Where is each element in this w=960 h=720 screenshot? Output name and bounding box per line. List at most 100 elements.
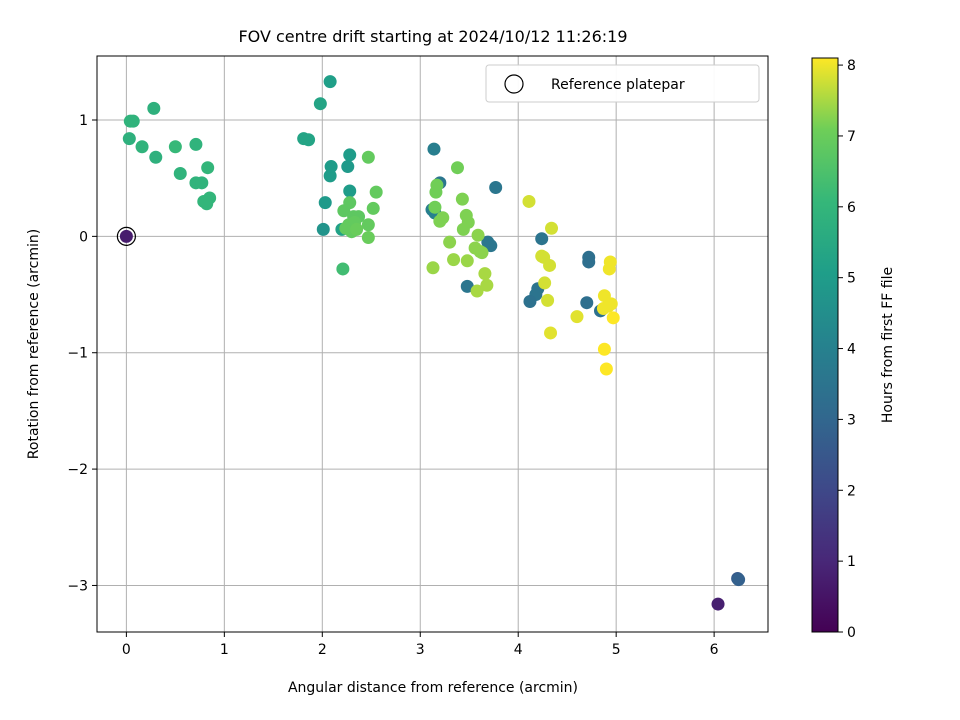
data-point [361, 218, 375, 232]
data-point [313, 97, 327, 111]
data-point [443, 235, 457, 249]
colorbar-tick-label: 7 [847, 129, 856, 145]
data-point [427, 142, 441, 156]
data-point [341, 160, 355, 174]
x-tick-label: 4 [514, 642, 523, 658]
data-point [361, 231, 375, 245]
data-point [337, 204, 351, 218]
colorbar-tick-label: 2 [847, 483, 856, 499]
data-point [480, 278, 494, 292]
colorbar-gradient [811, 57, 839, 633]
colorbar-label: Hours from first FF file [880, 267, 896, 423]
x-tick-label: 0 [122, 642, 131, 658]
colorbar: 0 1 2 3 4 5 6 7 8 Hours from first FF file [811, 57, 896, 641]
colorbar-tick-label: 4 [847, 342, 856, 358]
data-point [197, 194, 211, 208]
y-tick-label: −2 [67, 462, 88, 478]
data-point [147, 101, 161, 115]
data-point [580, 296, 594, 310]
data-point [599, 362, 613, 376]
y-tick-label: 1 [79, 113, 88, 129]
data-point [604, 297, 618, 311]
legend-box [485, 64, 760, 103]
data-point [711, 597, 725, 611]
data-point [535, 232, 549, 246]
data-point [602, 262, 616, 276]
y-tick-label: −3 [67, 578, 88, 594]
data-point [195, 176, 209, 190]
chart-title: FOV centre drift starting at 2024/10/12 … [238, 27, 627, 46]
legend: Reference platepar [485, 64, 760, 103]
data-point [126, 114, 140, 128]
data-point [361, 150, 375, 164]
data-point [149, 150, 163, 164]
data-point [470, 284, 484, 298]
y-axis-label: Rotation from reference (arcmin) [26, 229, 42, 459]
data-point [456, 222, 470, 236]
data-point [471, 228, 485, 242]
data-points [116, 75, 746, 611]
data-point [173, 167, 187, 181]
colorbar-tick-label: 0 [847, 625, 856, 641]
data-point [597, 342, 611, 356]
colorbar-tick-label: 6 [847, 200, 856, 216]
grid-lines [97, 56, 768, 632]
plot-frame [96, 55, 769, 633]
colorbar-ticks: 0 1 2 3 4 5 6 7 8 [838, 58, 856, 641]
x-tick-label: 5 [612, 642, 621, 658]
x-tick-label: 3 [416, 642, 425, 658]
data-point [523, 295, 537, 309]
data-point [522, 194, 536, 208]
data-point [606, 311, 620, 325]
x-axis-label: Angular distance from reference (arcmin) [288, 680, 578, 696]
legend-label: Reference platepar [551, 77, 685, 93]
x-tick-label: 1 [220, 642, 229, 658]
data-point [489, 180, 503, 194]
data-point [324, 160, 338, 174]
data-point [135, 140, 149, 154]
colorbar-tick-label: 1 [847, 554, 856, 570]
data-point [350, 222, 364, 236]
data-point [201, 161, 215, 175]
data-point [369, 185, 383, 199]
data-point [484, 239, 498, 253]
data-point [545, 221, 559, 235]
data-point [460, 254, 474, 268]
colorbar-tick-label: 8 [847, 58, 856, 74]
data-point [544, 326, 558, 340]
data-point [543, 258, 557, 272]
data-point [428, 200, 442, 214]
y-tick-label: 0 [79, 229, 88, 245]
data-point [455, 192, 469, 206]
legend-marker-ring [504, 74, 524, 94]
data-point [302, 133, 316, 147]
data-point [450, 161, 464, 175]
data-point [732, 573, 746, 587]
data-point [429, 185, 443, 199]
data-point [316, 222, 330, 236]
data-point [570, 310, 584, 324]
data-point [436, 211, 450, 225]
data-point [323, 75, 337, 89]
colorbar-tick-label: 5 [847, 271, 856, 287]
data-point [343, 184, 357, 198]
data-point [475, 246, 489, 260]
data-point [460, 279, 474, 293]
data-point [447, 253, 461, 267]
reference-point [119, 229, 133, 243]
data-point [318, 196, 332, 210]
data-point [426, 261, 440, 275]
y-axis-ticks: −3 −2 −1 0 1 [67, 113, 97, 594]
data-point [343, 148, 357, 162]
data-point [478, 267, 492, 281]
data-point [189, 137, 203, 151]
x-axis-ticks: 0 1 2 3 4 5 6 [122, 632, 719, 658]
data-point [122, 132, 136, 146]
colorbar-tick-label: 3 [847, 412, 856, 428]
x-tick-label: 2 [318, 642, 327, 658]
data-point [582, 255, 596, 269]
data-point [336, 262, 350, 276]
data-point [541, 293, 555, 307]
y-tick-label: −1 [67, 346, 88, 362]
